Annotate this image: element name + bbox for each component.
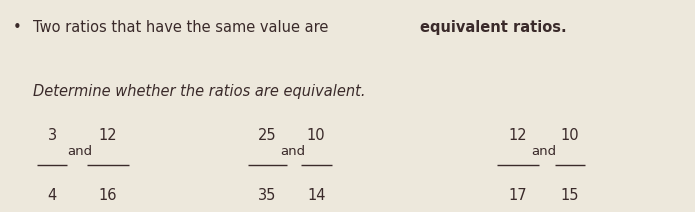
- Text: and: and: [281, 145, 306, 158]
- Text: 12: 12: [99, 128, 117, 143]
- Text: 35: 35: [259, 188, 277, 202]
- Text: 16: 16: [99, 188, 117, 202]
- Text: Determine whether the ratios are equivalent.: Determine whether the ratios are equival…: [33, 84, 366, 99]
- Text: Two ratios that have the same value are: Two ratios that have the same value are: [33, 20, 334, 35]
- Text: 15: 15: [561, 188, 579, 202]
- Text: 14: 14: [307, 188, 325, 202]
- Text: 12: 12: [509, 128, 527, 143]
- Text: and: and: [67, 145, 92, 158]
- Text: 10: 10: [307, 128, 325, 143]
- Text: 10: 10: [561, 128, 579, 143]
- Text: equivalent ratios.: equivalent ratios.: [420, 20, 567, 35]
- Text: •: •: [13, 20, 22, 35]
- Text: 4: 4: [47, 188, 57, 202]
- Text: 25: 25: [259, 128, 277, 143]
- Text: 3: 3: [47, 128, 57, 143]
- Text: and: and: [531, 145, 556, 158]
- Text: 17: 17: [509, 188, 527, 202]
